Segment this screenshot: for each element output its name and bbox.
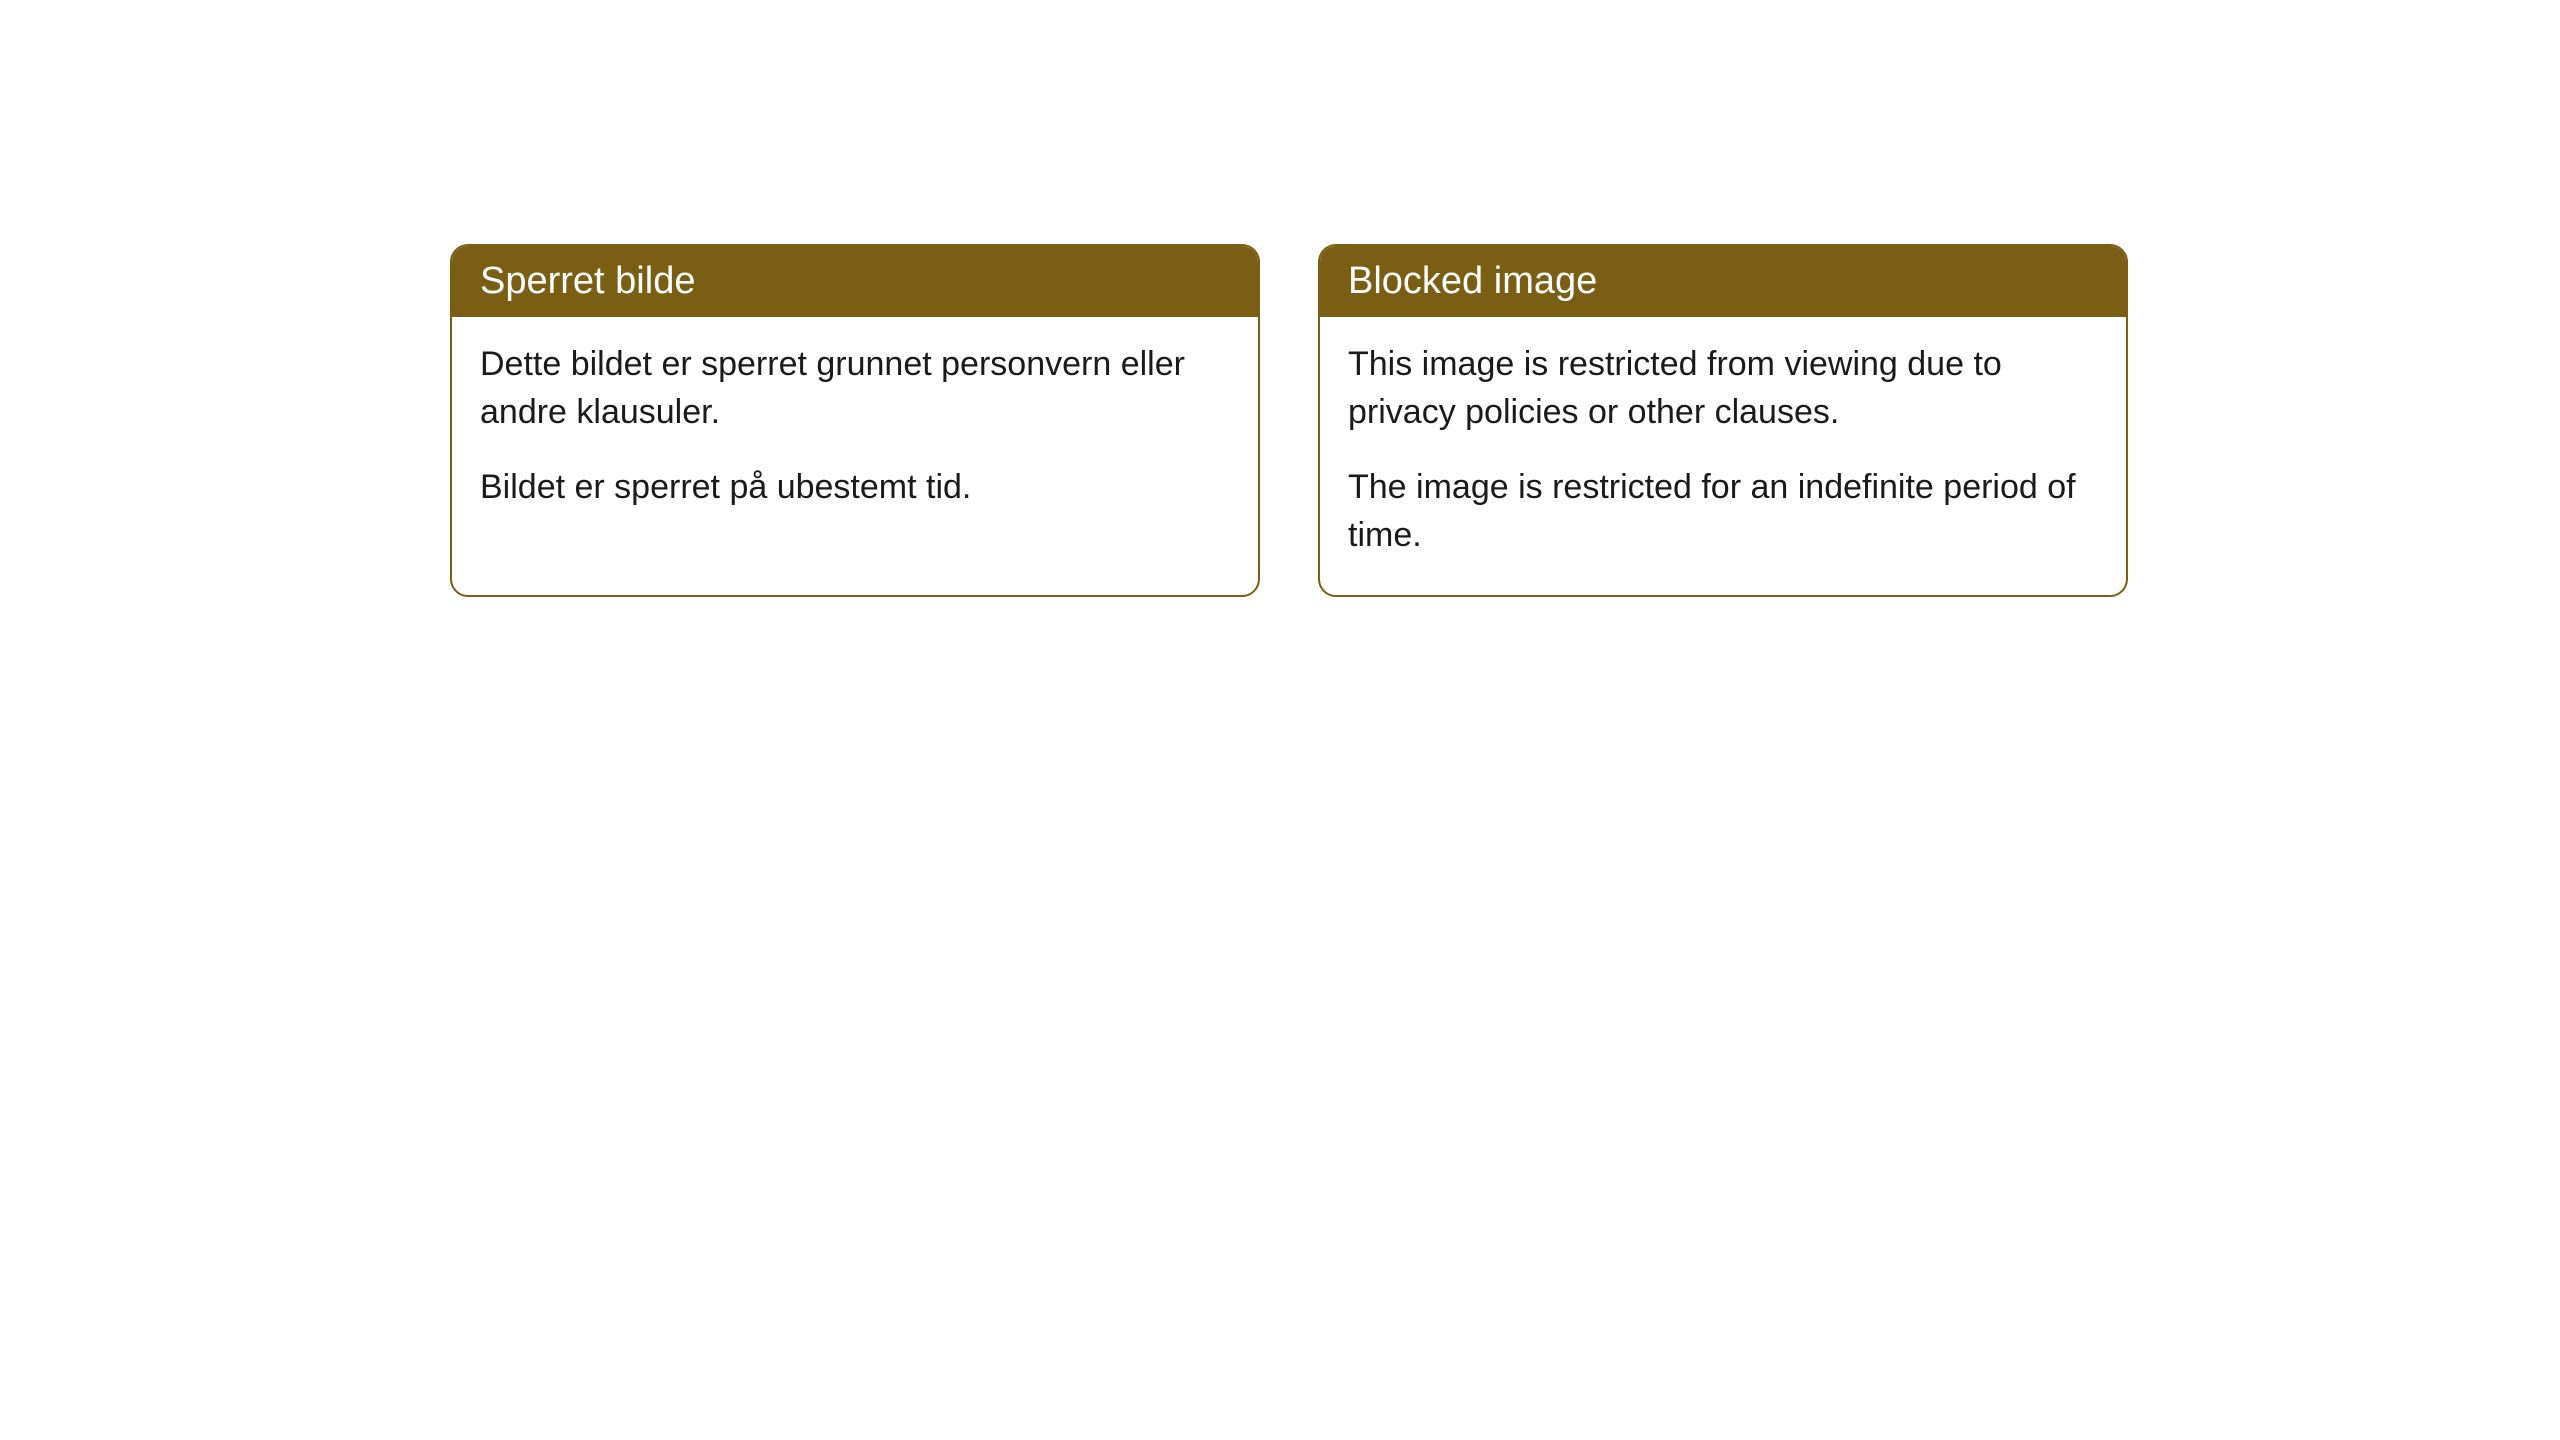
card-body: Dette bildet er sperret grunnet personve… xyxy=(452,317,1258,548)
card-title: Blocked image xyxy=(1348,260,1597,302)
card-paragraph: This image is restricted from viewing du… xyxy=(1348,341,2098,436)
notice-card-english: Blocked image This image is restricted f… xyxy=(1318,244,2128,597)
card-body: This image is restricted from viewing du… xyxy=(1320,317,2126,595)
card-title: Sperret bilde xyxy=(480,260,695,302)
card-paragraph: The image is restricted for an indefinit… xyxy=(1348,464,2098,559)
card-header: Blocked image xyxy=(1320,246,2126,317)
card-paragraph: Bildet er sperret på ubestemt tid. xyxy=(480,464,1230,512)
card-header: Sperret bilde xyxy=(452,246,1258,317)
notice-card-norwegian: Sperret bilde Dette bildet er sperret gr… xyxy=(450,244,1260,597)
card-paragraph: Dette bildet er sperret grunnet personve… xyxy=(480,341,1230,436)
notice-cards-container: Sperret bilde Dette bildet er sperret gr… xyxy=(450,244,2128,597)
